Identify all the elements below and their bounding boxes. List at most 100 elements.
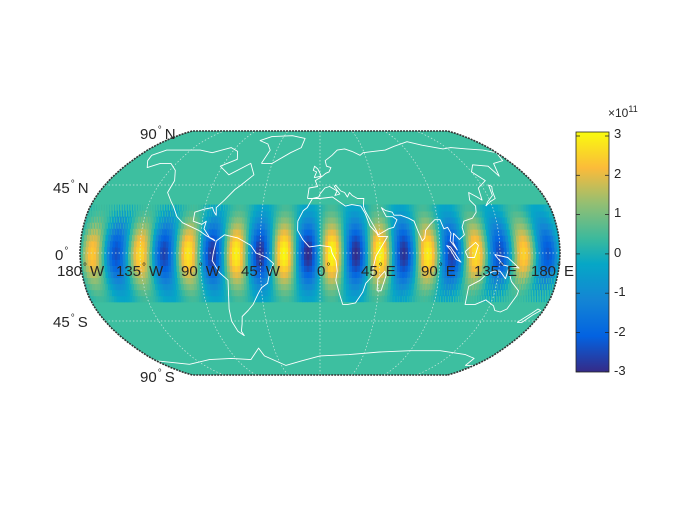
field-cell: [171, 240, 175, 248]
field-cell: [419, 222, 424, 230]
field-cell: [325, 234, 329, 242]
field-cell: [273, 289, 278, 297]
field-cell: [421, 246, 425, 254]
field-cell: [433, 228, 438, 236]
field-cell: [426, 253, 431, 260]
field-cell: [185, 277, 190, 285]
field-cell: [482, 210, 488, 218]
field-cell: [193, 295, 199, 303]
field-cell: [216, 234, 220, 242]
field-cell: [93, 246, 97, 254]
field-cell: [325, 216, 329, 224]
field-cell: [512, 228, 517, 236]
field-cell: [220, 222, 224, 230]
field-cell: [187, 289, 193, 297]
field-cell: [351, 234, 356, 242]
field-cell: [418, 240, 423, 248]
field-cell: [375, 222, 379, 230]
field-cell: [517, 259, 521, 266]
field-cell: [227, 228, 231, 236]
field-cell: [186, 222, 190, 230]
field-cell: [298, 228, 303, 236]
field-cell: [301, 271, 305, 279]
field-cell: [343, 228, 348, 236]
field-cell: [232, 210, 236, 218]
field-cell: [439, 259, 444, 266]
field-cell: [169, 277, 175, 285]
field-cell: [550, 234, 555, 242]
field-cell: [125, 240, 130, 248]
field-cell: [518, 234, 523, 242]
field-cell: [497, 271, 501, 279]
field-cell: [309, 295, 314, 303]
field-cell: [474, 246, 479, 254]
field-cell: [535, 259, 539, 266]
field-cell: [478, 271, 482, 279]
field-cell: [325, 204, 329, 212]
field-cell: [208, 216, 211, 224]
field-cell: [367, 228, 372, 236]
field-cell: [151, 289, 157, 297]
field-cell: [330, 277, 334, 285]
field-cell: [380, 283, 384, 291]
field-cell: [210, 259, 215, 266]
field-cell: [94, 234, 98, 242]
field-cell: [209, 283, 215, 291]
field-cell: [383, 259, 388, 266]
field-cell: [118, 240, 122, 248]
field-cell: [399, 295, 403, 303]
field-cell: [304, 271, 308, 279]
field-cell: [548, 240, 553, 248]
field-cell: [172, 228, 176, 236]
field-cell: [518, 271, 522, 279]
field-cell: [257, 283, 262, 291]
field-cell: [245, 240, 249, 248]
graticule-line: [351, 131, 381, 375]
field-cell: [519, 240, 524, 248]
field-cell: [404, 295, 408, 303]
field-cell: [481, 216, 486, 224]
field-cell: [269, 253, 273, 260]
field-cell: [190, 277, 196, 285]
field-cell: [508, 234, 513, 242]
field-cell: [291, 228, 295, 236]
field-cell: [242, 246, 247, 254]
field-cell: [110, 222, 113, 230]
field-cell: [359, 259, 364, 266]
field-cell: [532, 283, 534, 291]
field-cell: [343, 295, 347, 303]
field-cell: [219, 234, 223, 242]
field-cell: [390, 283, 394, 291]
field-cell: [314, 271, 319, 279]
field-cell: [178, 246, 183, 254]
coastlines: [146, 135, 542, 366]
field-cell: [206, 210, 210, 218]
field-cell: [224, 259, 228, 266]
colorbar-tick-marks: [576, 135, 609, 373]
field-cell: [309, 204, 314, 212]
field-cell: [94, 283, 100, 291]
field-cell: [161, 228, 165, 236]
field-cell: [264, 277, 269, 285]
field-cell: [136, 253, 140, 260]
field-cell: [446, 277, 450, 285]
field-cell: [294, 210, 298, 218]
field-cell: [314, 265, 319, 272]
field-cell: [391, 259, 396, 266]
field-cell: [301, 277, 306, 285]
field-cell: [125, 265, 131, 272]
field-cell: [101, 277, 107, 285]
field-cell: [285, 228, 290, 236]
field-cell: [260, 216, 264, 224]
field-cell: [412, 277, 416, 285]
field-cell: [340, 210, 345, 218]
field-cell: [200, 259, 204, 266]
field-cell: [194, 222, 197, 230]
field-cell: [226, 259, 231, 266]
field-cell: [137, 210, 139, 218]
field-cell: [266, 204, 270, 212]
field-cell: [464, 295, 466, 303]
field-cell: [370, 277, 374, 285]
field-cell: [528, 277, 531, 285]
field-cell: [283, 216, 287, 224]
